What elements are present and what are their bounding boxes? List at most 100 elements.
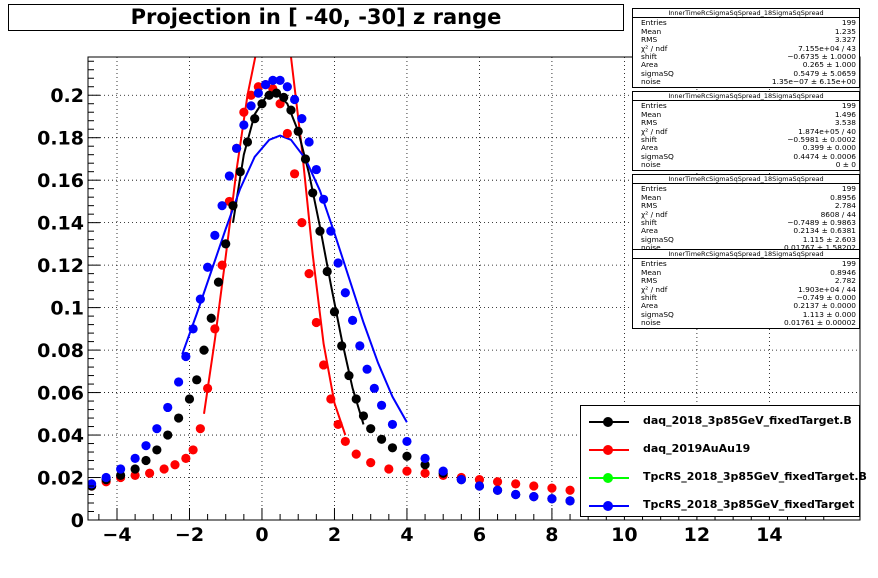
stats-row: χ² / ndf 1.874e+05 / 40 (641, 126, 856, 136)
stats-label: RMS (641, 35, 658, 45)
stats-label: noise (641, 160, 661, 170)
data-point (275, 75, 285, 85)
data-point (279, 92, 289, 102)
data-point (213, 277, 224, 287)
x-tick-label: 10 (611, 524, 637, 546)
stats-label: noise (641, 77, 661, 87)
data-point (297, 218, 307, 228)
data-point (188, 324, 198, 334)
data-point (210, 324, 220, 334)
data-point (130, 453, 140, 464)
stats-row: RMS 2.782 (641, 276, 856, 285)
data-point (289, 94, 300, 105)
data-point (529, 492, 539, 502)
stats-row: Area 0.2137 ± 0.0000 (641, 301, 856, 311)
data-point (141, 455, 151, 466)
data-point (326, 394, 336, 404)
data-point (192, 375, 202, 385)
data-point (195, 424, 205, 434)
data-point (474, 481, 485, 491)
stats-label: shift (641, 135, 657, 145)
data-point (195, 294, 205, 304)
data-point (184, 394, 195, 404)
data-point (232, 143, 242, 153)
data-point (224, 171, 234, 181)
data-point (271, 88, 282, 98)
x-tick-label: 2 (328, 524, 341, 546)
data-point (311, 164, 321, 175)
data-point (239, 120, 249, 130)
stats-row: sigmaSQ 1.113 ± 0.000 (641, 309, 856, 319)
x-tick-label: −2 (175, 524, 204, 546)
y-tick-label: 0.18 (37, 128, 84, 150)
stats-row: χ² / ndf 7.155e+04 / 43 (641, 43, 856, 53)
y-tick-label: 0.16 (37, 170, 84, 192)
data-point (257, 99, 267, 109)
data-point (239, 107, 249, 117)
data-point (116, 470, 126, 480)
data-point (326, 226, 336, 236)
data-point (174, 377, 184, 387)
data-point (210, 230, 220, 241)
data-point (228, 201, 238, 211)
data-point (235, 167, 245, 177)
data-point (387, 443, 398, 453)
stats-value: 3.538 (834, 118, 856, 128)
data-point (206, 313, 216, 323)
stats-value: −0.6735 ± 1.0000 (787, 52, 856, 62)
stats-box-3: InnerTimeRcSigmaSqSpread_18SigmaSqSpread… (632, 174, 860, 254)
data-point (565, 496, 575, 506)
data-point (511, 479, 521, 489)
stats-header: InnerTimeRcSigmaSqSpread_18SigmaSqSpread (633, 175, 859, 185)
y-tick-label: 0.2 (50, 85, 84, 107)
data-point (387, 419, 398, 430)
stats-value: 1.235 (834, 26, 856, 36)
data-point (199, 345, 209, 355)
data-point (565, 485, 575, 495)
stats-row: shift −0.6735 ± 1.0000 (641, 52, 856, 62)
data-point (420, 468, 430, 478)
legend-entry: TpcRS_2018_3p85GeV_fixedTarget.B (581, 468, 867, 488)
stats-row: Entries 199 (641, 101, 856, 111)
data-point (511, 489, 521, 500)
data-point (351, 449, 361, 459)
legend-label: daq_2019AuAu19 (643, 442, 751, 455)
stats-value: −0.749 ± 0.000 (796, 293, 856, 303)
data-point (264, 90, 274, 100)
data-point (347, 315, 358, 325)
x-tick-label: −4 (102, 524, 131, 546)
data-points (88, 75, 593, 508)
stats-label: Mean (641, 26, 662, 36)
stats-value: 199 (841, 259, 856, 269)
data-point (130, 464, 140, 474)
data-point (474, 475, 485, 485)
data-point (217, 201, 227, 211)
data-point (116, 464, 126, 474)
stats-value: 199 (841, 18, 856, 28)
data-point (181, 351, 191, 362)
stats-value: 3.327 (834, 35, 856, 45)
data-point (101, 472, 111, 483)
data-point (366, 458, 376, 468)
data-point (289, 169, 300, 179)
data-point (362, 364, 372, 374)
data-point (170, 460, 180, 470)
stats-label: Entries (641, 259, 667, 269)
data-point (300, 154, 311, 164)
stats-label: χ² / ndf (641, 126, 668, 136)
stats-value: 0.8956 (830, 192, 856, 202)
stats-label: Entries (641, 101, 667, 111)
stats-label: Entries (641, 18, 667, 28)
stats-label: χ² / ndf (641, 43, 668, 53)
stats-value: 0 ± 0 (835, 160, 856, 170)
stats-label: Mean (641, 267, 662, 277)
axes: −4 −2 0 2 4 6 8 10 12 14 0 0.02 0.04 0.06 0.08 0.1 0.12 0… (37, 56, 861, 546)
data-point (318, 360, 329, 370)
stats-value: 0.01767 ± 1.58202 (783, 243, 856, 253)
stats-label: sigmaSQ (641, 309, 674, 319)
stats-label: Area (641, 301, 659, 311)
stats-label: Mean (641, 109, 662, 119)
data-point (376, 400, 387, 410)
stats-label: sigmaSQ (641, 68, 674, 78)
